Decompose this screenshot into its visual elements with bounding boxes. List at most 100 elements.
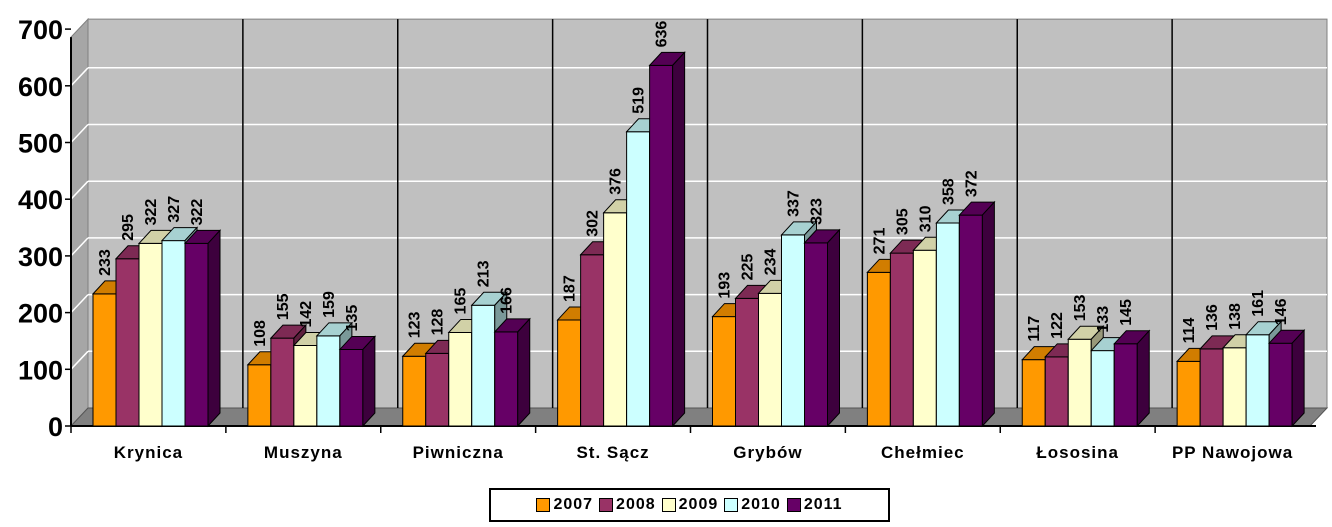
y-tick-label: 0: [48, 412, 63, 442]
x-tick-label: St. Sącz: [576, 443, 649, 462]
bar-front: [92, 293, 117, 427]
bar: [648, 51, 686, 428]
data-label: 636: [654, 21, 671, 48]
data-label: 225: [740, 254, 757, 281]
legend-label: 2007: [553, 496, 594, 513]
bar-front: [603, 212, 628, 427]
data-label: 138: [1227, 303, 1244, 330]
gridline-side: [70, 123, 89, 144]
bar: [183, 229, 222, 428]
bar-side: [362, 335, 376, 428]
side-wall: [70, 17, 89, 428]
bar-front: [448, 331, 473, 427]
gridline-side: [70, 67, 89, 87]
bar-front: [781, 234, 805, 427]
data-label: 233: [97, 249, 114, 276]
bar-front: [712, 316, 736, 427]
bar-front: [494, 331, 519, 427]
bar-front: [1090, 350, 1115, 427]
bar-front: [161, 240, 186, 427]
data-label: 159: [321, 291, 338, 318]
bar: [958, 200, 996, 428]
bar-front: [247, 364, 272, 427]
legend-label: 2009: [678, 496, 719, 513]
bar-side: [517, 317, 531, 428]
y-tick-label: 400: [18, 185, 63, 215]
data-label: 234: [763, 249, 780, 276]
data-label: 145: [1118, 299, 1135, 326]
data-label: 165: [453, 288, 470, 315]
x-tick-label: Chełmiec: [881, 443, 965, 462]
data-label: 271: [871, 228, 888, 255]
legend-swatch: [724, 498, 739, 512]
data-label: 310: [917, 205, 934, 232]
bar-side: [827, 228, 840, 428]
y-tick-label: 100: [18, 355, 63, 385]
data-label: 108: [252, 320, 269, 347]
data-labels: 233 295 322 327 322 108 155 142 159 135 123 128 165 2…: [97, 21, 1290, 347]
legend-item: 2009: [661, 496, 719, 514]
x-tick-label: Krynica: [114, 443, 183, 462]
legend-label: 2008: [616, 496, 656, 513]
data-label: 372: [963, 170, 980, 197]
bar-front: [889, 252, 914, 427]
x-tick-label: Łososina: [1036, 443, 1119, 462]
bar: [1267, 328, 1306, 428]
legend-item: 2011: [786, 496, 843, 514]
data-label: 322: [189, 199, 206, 226]
bar-front: [1044, 356, 1069, 427]
bar-front: [270, 337, 295, 427]
bar-front: [115, 258, 140, 427]
data-label: 302: [585, 210, 602, 237]
bar: [338, 335, 377, 428]
bar-front: [935, 222, 960, 427]
legend-swatch: [661, 498, 676, 512]
data-label: 519: [631, 87, 648, 114]
legend-swatch: [536, 498, 551, 512]
bar-side: [672, 51, 686, 428]
bar-front: [580, 254, 605, 427]
data-label: 128: [430, 309, 447, 336]
bars: [91, 51, 1306, 428]
x-axis-ticks: Krynica Muszyna Piwniczna St. Sącz Grybów Che…: [70, 426, 1293, 462]
bar-front: [339, 348, 364, 427]
bar-front: [1113, 343, 1138, 427]
bar-front: [316, 335, 341, 427]
data-label: 114: [1181, 317, 1198, 343]
bar-front: [138, 242, 163, 427]
bar-front: [735, 297, 759, 427]
bar-front: [402, 355, 427, 427]
data-label: 327: [166, 196, 183, 223]
bar-front: [1222, 347, 1247, 427]
bar-side: [1136, 329, 1150, 428]
bar: [493, 317, 531, 428]
x-tick-label: PP Nawojowa: [1172, 443, 1293, 462]
bar-front: [1245, 334, 1270, 427]
y-tick-label: 300: [18, 242, 63, 272]
data-label: 142: [298, 301, 315, 328]
data-label: 213: [476, 260, 493, 287]
data-label: 133: [1095, 306, 1112, 333]
bar-side: [1291, 328, 1305, 428]
x-tick-label: Muszyna: [264, 443, 343, 462]
y-tick-label: 700: [18, 15, 63, 45]
gridline-side: [70, 350, 89, 370]
legend-item: 2007: [536, 496, 593, 514]
legend: 2007 2008 2009 2010 2011: [489, 488, 890, 522]
data-label: 295: [120, 214, 137, 241]
bar-front: [471, 304, 496, 427]
bar-front: [912, 249, 937, 427]
data-label: 187: [562, 275, 579, 302]
bar-front: [1199, 348, 1224, 427]
bar-front: [1176, 360, 1201, 427]
legend-item: 2008: [599, 496, 656, 514]
data-label: 117: [1026, 316, 1043, 342]
bar-front: [866, 271, 891, 427]
data-label: 376: [608, 168, 625, 195]
y-axis-ticks: 0 100 200 300 400 500 600 700: [18, 15, 71, 442]
data-label: 135: [344, 305, 361, 332]
bar-front: [425, 352, 450, 427]
gridlines: [70, 10, 1327, 408]
legend-label: 2011: [803, 496, 843, 513]
data-label: 161: [1250, 290, 1267, 317]
